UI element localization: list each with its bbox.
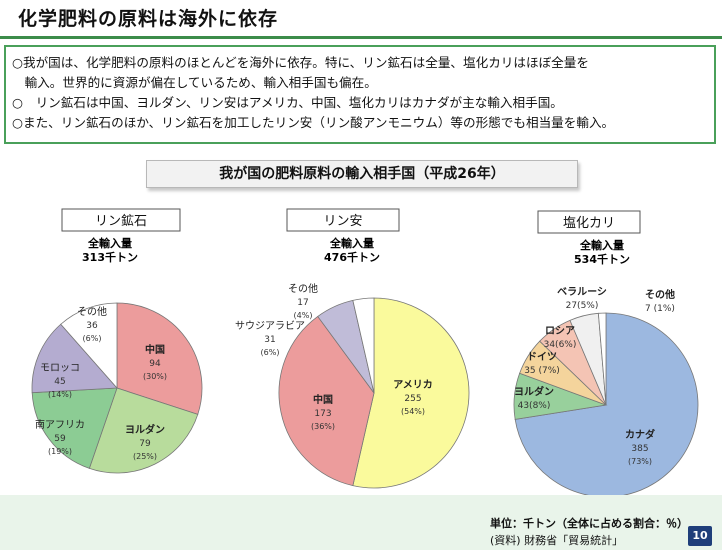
- slice-label-value: 45: [54, 377, 65, 387]
- slice-label-pct: (6%): [83, 334, 102, 343]
- footer-band: [0, 495, 722, 550]
- slice-label-value: 27(5%): [566, 301, 599, 311]
- slice-label-value: 255: [404, 394, 421, 404]
- slice-label-pct: (73%): [628, 457, 652, 466]
- slice-label-value: 17: [297, 298, 308, 308]
- total-value: 534千トン: [574, 252, 630, 266]
- slice-label-name: その他: [77, 305, 107, 318]
- page-number: 10: [688, 526, 712, 546]
- slice-label-value: 79: [139, 439, 151, 449]
- slice-label-name: サウジアラビア: [235, 320, 305, 332]
- pie-charts-area: リン鉱石 全輸入量 313千トン 中国 94 (30%) ヨルダン 79 (25%) 南アフリカ 5…: [0, 195, 722, 495]
- pie-slice: [88, 387, 199, 474]
- slice-label-name: ドイツ: [527, 351, 557, 363]
- chart-banner: 我が国の肥料原料の輸入相手国（平成26年）: [146, 160, 578, 188]
- slice-label-pct: (54%): [401, 407, 425, 416]
- slice-label-name: ヨルダン: [125, 423, 165, 436]
- slice-label-value: 7 (1%): [645, 304, 675, 314]
- unit-note: 単位：千トン（全体に占める割合：％）: [490, 517, 688, 530]
- slice-label-pct: (36%): [311, 422, 335, 431]
- slice-label-value: 43(8%): [518, 401, 551, 411]
- pie-slice: [60, 302, 118, 390]
- slice-label-name: 中国: [145, 343, 165, 356]
- summary-line-3: ○ リン鉱石は中国、ヨルダン、リン安はアメリカ、中国、塩化カリはカナダが主な輸入…: [12, 95, 563, 110]
- total-value: 313千トン: [82, 250, 138, 264]
- slice-label-value: 59: [54, 434, 66, 444]
- slice-label-pct: (4%): [294, 311, 313, 320]
- title-underline: [0, 36, 722, 39]
- slice-label-name: アメリカ: [393, 379, 433, 391]
- summary-box: ○我が国は、化学肥料の原料のほとんどを海外に依存。特に、リン鉱石は全量、塩化カリ…: [4, 45, 716, 144]
- summary-line-4: ○また、リン鉱石のほか、リン鉱石を加工したリン安（リン酸アンモニウム）等の形態で…: [12, 115, 615, 130]
- slice-label-value: 385: [631, 444, 648, 454]
- chart-title-box: [537, 210, 641, 234]
- pie-slice: [597, 312, 607, 406]
- page-title: 化学肥料の原料は海外に依存: [18, 8, 279, 30]
- slice-label-name: その他: [288, 282, 318, 295]
- chart-title: リン鉱石: [95, 213, 147, 229]
- pie-slice: [31, 387, 118, 469]
- pie-slice: [352, 297, 375, 394]
- total-value: 476千トン: [324, 250, 380, 264]
- total-label: 全輸入量: [579, 238, 624, 252]
- slice-label-name: 中国: [313, 393, 333, 406]
- chart-title-box: [61, 208, 181, 232]
- pie-charts-svg: リン鉱石全輸入量313千トン中国94(30%)ヨルダン79(25%)南アフリカ5…: [31, 208, 699, 495]
- slice-label-pct: (19%): [48, 447, 72, 456]
- slice-label-pct: (14%): [48, 390, 72, 399]
- slice-label-name: カナダ: [625, 428, 655, 441]
- slice-label-name: その他: [645, 288, 675, 301]
- summary-line-2: 輸入。世界的に資源が偏在しているため、輸入相手国も偏在。: [12, 75, 377, 90]
- slice-label-value: 173: [314, 409, 331, 419]
- slice-label-name: モロッコ: [40, 363, 80, 374]
- chart-title: 塩化カリ: [563, 216, 615, 231]
- total-label: 全輸入量: [329, 236, 374, 250]
- pie-slice: [514, 312, 699, 495]
- chart-title: リン安: [323, 214, 362, 229]
- slice-label-name: ヨルダン: [514, 385, 554, 398]
- source-note: (資料) 財務省「貿易統計」: [490, 534, 624, 547]
- pie-slice: [116, 302, 203, 415]
- slice-label-value: 94: [149, 359, 161, 369]
- slice-label-value: 35 (7%): [524, 366, 560, 376]
- slice-label-value: 34(6%): [544, 340, 577, 350]
- slice-label-name: ロシア: [545, 325, 575, 337]
- slice-label-pct: (25%): [133, 452, 157, 461]
- slice-label-value: 31: [264, 335, 275, 345]
- slice-label-name: 南アフリカ: [35, 418, 85, 431]
- chart-title-box: [286, 208, 400, 232]
- slice-label-pct: (30%): [143, 372, 167, 381]
- slice-label-pct: (6%): [261, 348, 280, 357]
- pie-slice: [31, 323, 118, 394]
- slice-label-name: ベラルーシ: [557, 286, 607, 298]
- pie-slice: [278, 315, 375, 487]
- summary-line-1: ○我が国は、化学肥料の原料のほとんどを海外に依存。特に、リン鉱石は全量、塩化カリ…: [12, 55, 589, 70]
- slice-label-value: 36: [86, 321, 98, 331]
- total-label: 全輸入量: [87, 236, 132, 250]
- pie-slice: [352, 297, 470, 489]
